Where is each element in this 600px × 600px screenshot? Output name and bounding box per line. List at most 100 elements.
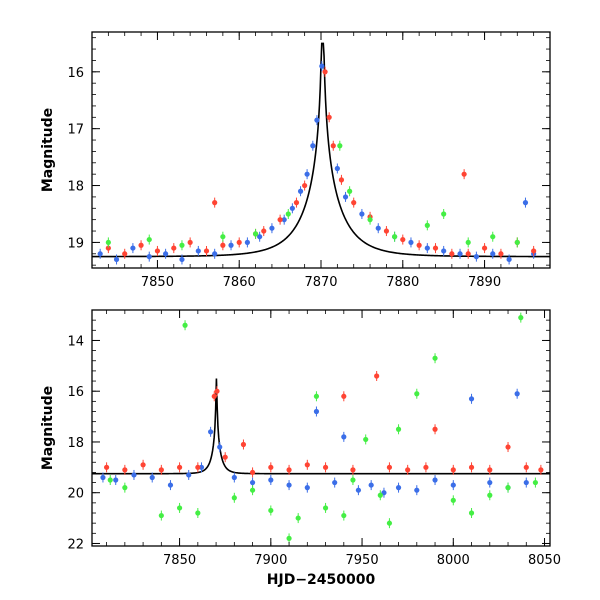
bottom-data-point	[414, 487, 420, 493]
top-x-tick-label: 7880	[386, 275, 419, 290]
bottom-data-point	[186, 472, 192, 478]
bottom-data-point	[182, 322, 188, 328]
top-data-point	[269, 225, 275, 231]
top-data-point	[163, 251, 169, 257]
bottom-data-point	[350, 467, 356, 473]
top-data-point	[326, 114, 332, 120]
top-data-point	[319, 63, 325, 69]
top-data-point	[531, 248, 537, 254]
top-data-point	[146, 254, 152, 260]
top-data-point	[236, 239, 242, 246]
top-data-point	[465, 239, 471, 246]
top-model-curve	[92, 42, 550, 258]
top-data-points-group	[97, 61, 537, 265]
bottom-data-point	[363, 436, 369, 443]
bottom-data-point	[249, 479, 256, 486]
bottom-model-curve	[92, 378, 550, 475]
bottom-data-point	[468, 464, 475, 470]
top-y-tick-label: 17	[67, 123, 84, 138]
bottom-data-point	[158, 512, 164, 519]
top-data-point	[392, 234, 398, 240]
top-data-point	[441, 211, 447, 217]
top-data-point	[171, 245, 177, 251]
top-data-point	[257, 234, 263, 240]
bottom-data-point	[211, 393, 217, 399]
top-data-point	[498, 251, 504, 257]
top-data-point	[228, 242, 234, 248]
bottom-data-point	[395, 426, 402, 432]
top-data-point	[130, 245, 136, 251]
bottom-data-point	[158, 467, 164, 473]
top-data-point	[105, 239, 111, 246]
top-data-point	[416, 242, 422, 248]
bottom-data-point	[231, 474, 237, 481]
top-data-point	[490, 234, 496, 240]
top-data-point	[330, 143, 336, 149]
top-data-point	[400, 236, 406, 243]
bottom-data-point	[432, 477, 438, 483]
bottom-data-point	[468, 396, 475, 402]
bottom-data-point	[286, 467, 292, 473]
bottom-plot-frame	[91, 309, 551, 547]
bottom-panel: 7850 7900 7950 8000 8050 14 16 18 20 22 Magnitud…	[40, 309, 561, 588]
bottom-x-axis-title: HJD−2450000	[267, 572, 376, 588]
bottom-data-point	[122, 467, 128, 473]
bottom-data-points-group	[100, 312, 544, 544]
bottom-data-point	[195, 510, 201, 516]
bottom-y-tick-label: 20	[67, 487, 84, 502]
top-data-point	[408, 239, 414, 246]
bottom-data-point	[313, 393, 320, 399]
bottom-data-point	[304, 462, 310, 468]
top-data-point	[289, 205, 295, 211]
top-data-point	[473, 254, 479, 260]
bottom-data-point	[286, 535, 292, 541]
top-y-axis-title: Magnitude	[40, 108, 56, 192]
bottom-data-point	[249, 469, 256, 476]
bottom-data-point	[514, 391, 520, 397]
top-data-point	[457, 251, 463, 257]
top-data-point	[297, 188, 304, 194]
bottom-data-point	[131, 472, 137, 478]
bottom-data-point	[322, 464, 329, 470]
bottom-x-tick-label: 7850	[163, 553, 196, 568]
top-data-point	[522, 200, 529, 206]
bottom-data-point	[107, 477, 113, 483]
bottom-y-ticks: 14 16 18 20 22	[67, 309, 550, 552]
bottom-data-point	[395, 485, 402, 491]
bottom-data-point	[341, 434, 347, 440]
bottom-data-point	[518, 315, 524, 321]
bottom-data-point	[167, 482, 174, 488]
bottom-y-tick-label: 22	[67, 537, 84, 552]
bottom-data-point	[304, 485, 310, 491]
top-data-point	[302, 182, 308, 189]
top-y-tick-label: 18	[67, 180, 84, 195]
bottom-data-point	[450, 497, 456, 503]
top-data-point	[122, 251, 128, 257]
top-data-point	[490, 251, 496, 257]
top-data-point	[212, 200, 218, 206]
top-data-point	[342, 194, 349, 200]
bottom-data-point	[505, 485, 511, 491]
top-x-tick-label: 7850	[141, 275, 174, 290]
bottom-data-point	[386, 520, 393, 526]
bottom-data-point	[487, 492, 493, 498]
bottom-data-point	[374, 373, 380, 379]
top-data-point	[138, 242, 144, 248]
top-data-point	[187, 239, 193, 246]
bottom-data-point	[487, 467, 493, 473]
top-data-point	[338, 177, 345, 183]
top-data-point	[220, 242, 226, 248]
top-data-point	[179, 256, 185, 263]
bottom-data-point	[286, 482, 292, 488]
bottom-data-point	[450, 467, 456, 473]
bottom-data-point	[523, 464, 529, 470]
bottom-data-point	[505, 444, 511, 450]
bottom-data-point	[322, 505, 329, 511]
top-data-point	[261, 228, 267, 234]
bottom-y-tick-label: 14	[67, 334, 84, 349]
top-data-point	[195, 248, 201, 254]
bottom-data-point	[198, 464, 205, 470]
top-data-point	[281, 217, 287, 223]
bottom-data-point	[386, 464, 393, 470]
top-data-point	[383, 228, 390, 234]
